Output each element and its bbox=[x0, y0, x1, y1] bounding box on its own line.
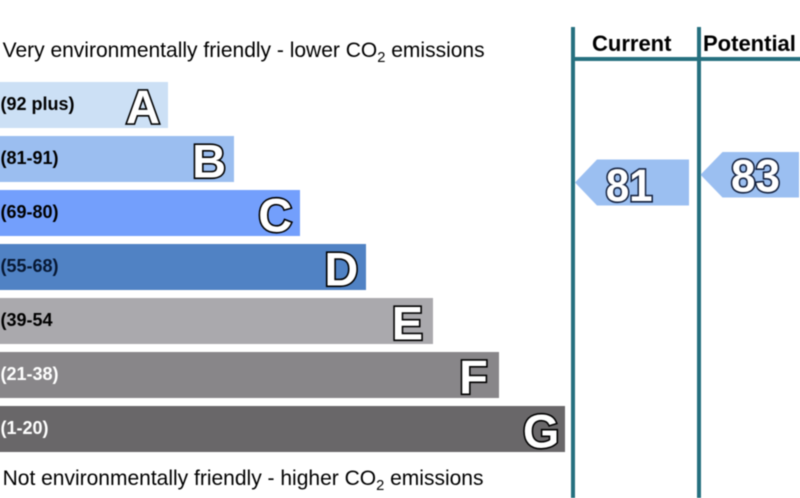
svg-text:E: E bbox=[392, 297, 423, 350]
svg-text:83: 83 bbox=[731, 150, 780, 201]
svg-text:C: C bbox=[258, 189, 292, 242]
svg-text:B: B bbox=[192, 135, 226, 188]
svg-text:81: 81 bbox=[606, 160, 653, 211]
svg-text:G: G bbox=[523, 405, 560, 458]
svg-text:F: F bbox=[459, 351, 488, 404]
svg-text:D: D bbox=[324, 243, 358, 296]
svg-text:A: A bbox=[126, 81, 160, 134]
